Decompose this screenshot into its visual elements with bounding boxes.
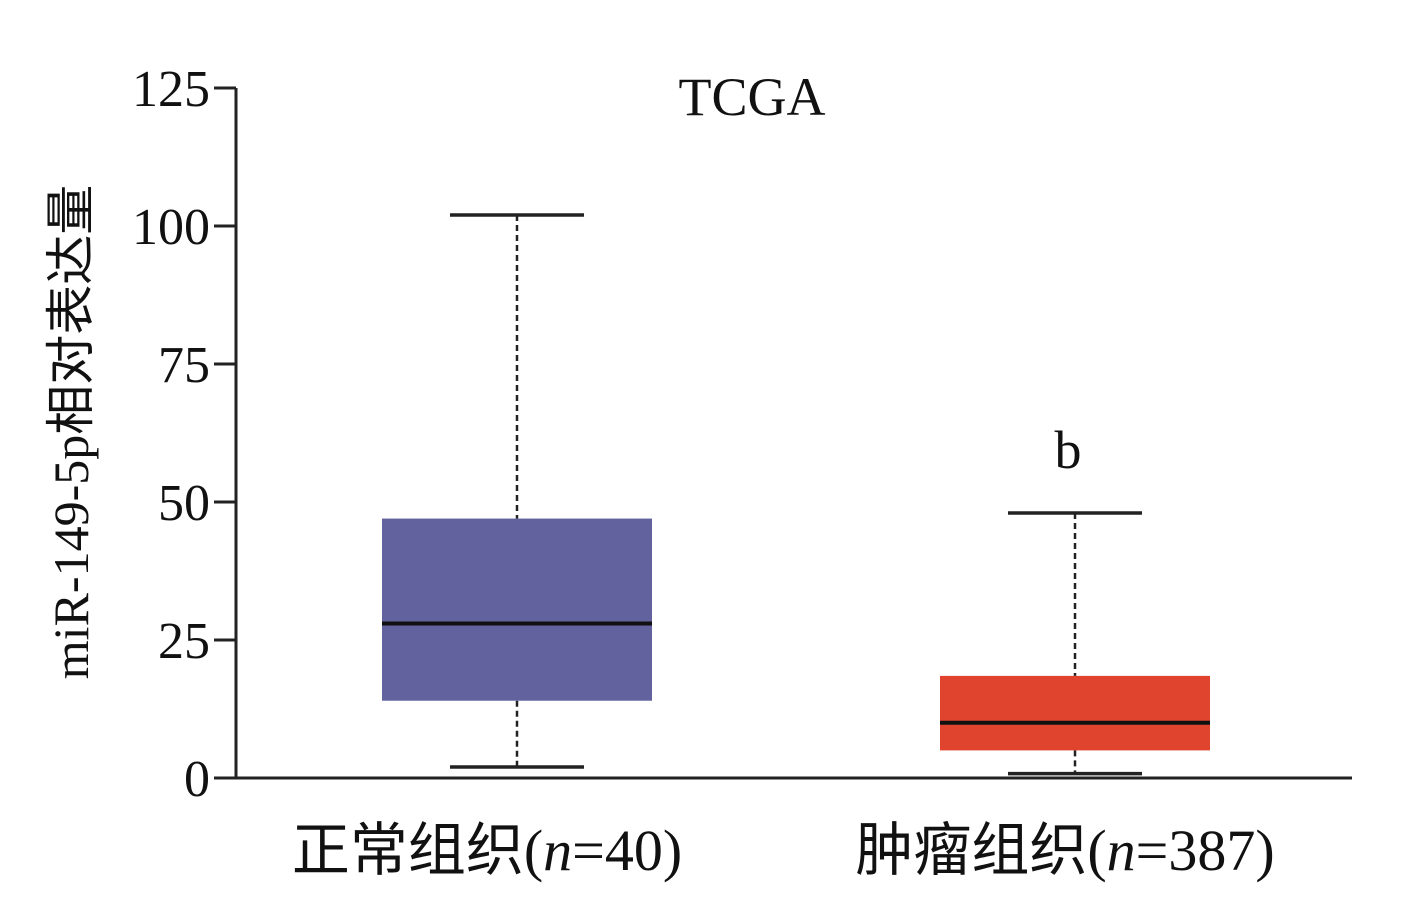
chart-title: TCGA <box>679 67 826 127</box>
category-label-1: 正常组织(n=40) <box>292 818 682 883</box>
box-series-1 <box>382 213 652 769</box>
significance-label: b <box>1055 420 1082 480</box>
y-tick-label: 25 <box>158 613 210 670</box>
category-prefix: 肿瘤组织( <box>855 818 1106 883</box>
category-suffix: =40) <box>572 818 682 883</box>
category-prefix: 正常组织( <box>292 818 543 883</box>
category-label-2: 肿瘤组织(n=387) <box>855 818 1274 883</box>
y-tick-label: 50 <box>158 475 210 532</box>
boxes-group: b <box>382 213 1210 776</box>
category-n: n <box>543 818 572 883</box>
y-tick-label: 125 <box>132 61 210 118</box>
y-tick-label: 100 <box>132 199 210 256</box>
iqr-box <box>382 518 652 701</box>
iqr-box <box>940 675 1210 751</box>
y-tick-label: 75 <box>158 337 210 394</box>
category-n: n <box>1107 818 1136 883</box>
y-tick-label: 0 <box>184 751 210 808</box>
axes: 0 25 50 75 100 125 <box>132 61 1352 808</box>
category-labels: 正常组织(n=40) 肿瘤组织(n=387) <box>292 818 1275 883</box>
y-axis-label: miR-149-5p相对表达量 <box>43 185 99 679</box>
box-series-2: b <box>940 420 1210 776</box>
category-suffix: =387) <box>1136 818 1275 883</box>
